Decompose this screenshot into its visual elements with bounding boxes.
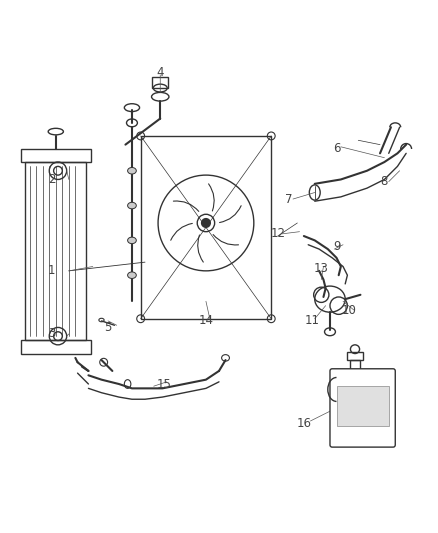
Text: 15: 15	[157, 377, 172, 391]
Ellipse shape	[357, 396, 368, 402]
Bar	[21, 149, 91, 162]
Ellipse shape	[354, 394, 371, 405]
Bar	[350, 360, 360, 371]
Ellipse shape	[127, 167, 136, 174]
Text: 2: 2	[48, 173, 55, 186]
Text: 10: 10	[342, 303, 357, 317]
Text: 7: 7	[285, 192, 293, 206]
Text: 13: 13	[314, 262, 328, 275]
Bar	[347, 352, 363, 360]
Ellipse shape	[127, 203, 136, 209]
Bar	[336, 386, 389, 426]
Text: 12: 12	[270, 228, 285, 240]
Ellipse shape	[127, 237, 136, 244]
Text: 11: 11	[305, 314, 320, 327]
Text: 4: 4	[156, 66, 164, 79]
Text: 9: 9	[333, 240, 340, 253]
Text: 6: 6	[333, 142, 340, 156]
Ellipse shape	[127, 272, 136, 278]
Text: 14: 14	[198, 314, 213, 327]
Bar	[25, 162, 86, 341]
Text: 1: 1	[48, 264, 55, 277]
Text: 16: 16	[297, 417, 311, 430]
Bar	[152, 77, 168, 88]
Bar	[141, 136, 271, 319]
FancyBboxPatch shape	[330, 369, 395, 447]
Text: 3: 3	[48, 327, 55, 341]
Bar	[21, 341, 91, 353]
Ellipse shape	[201, 219, 210, 228]
Text: 5: 5	[104, 321, 112, 334]
Text: 8: 8	[381, 175, 388, 188]
